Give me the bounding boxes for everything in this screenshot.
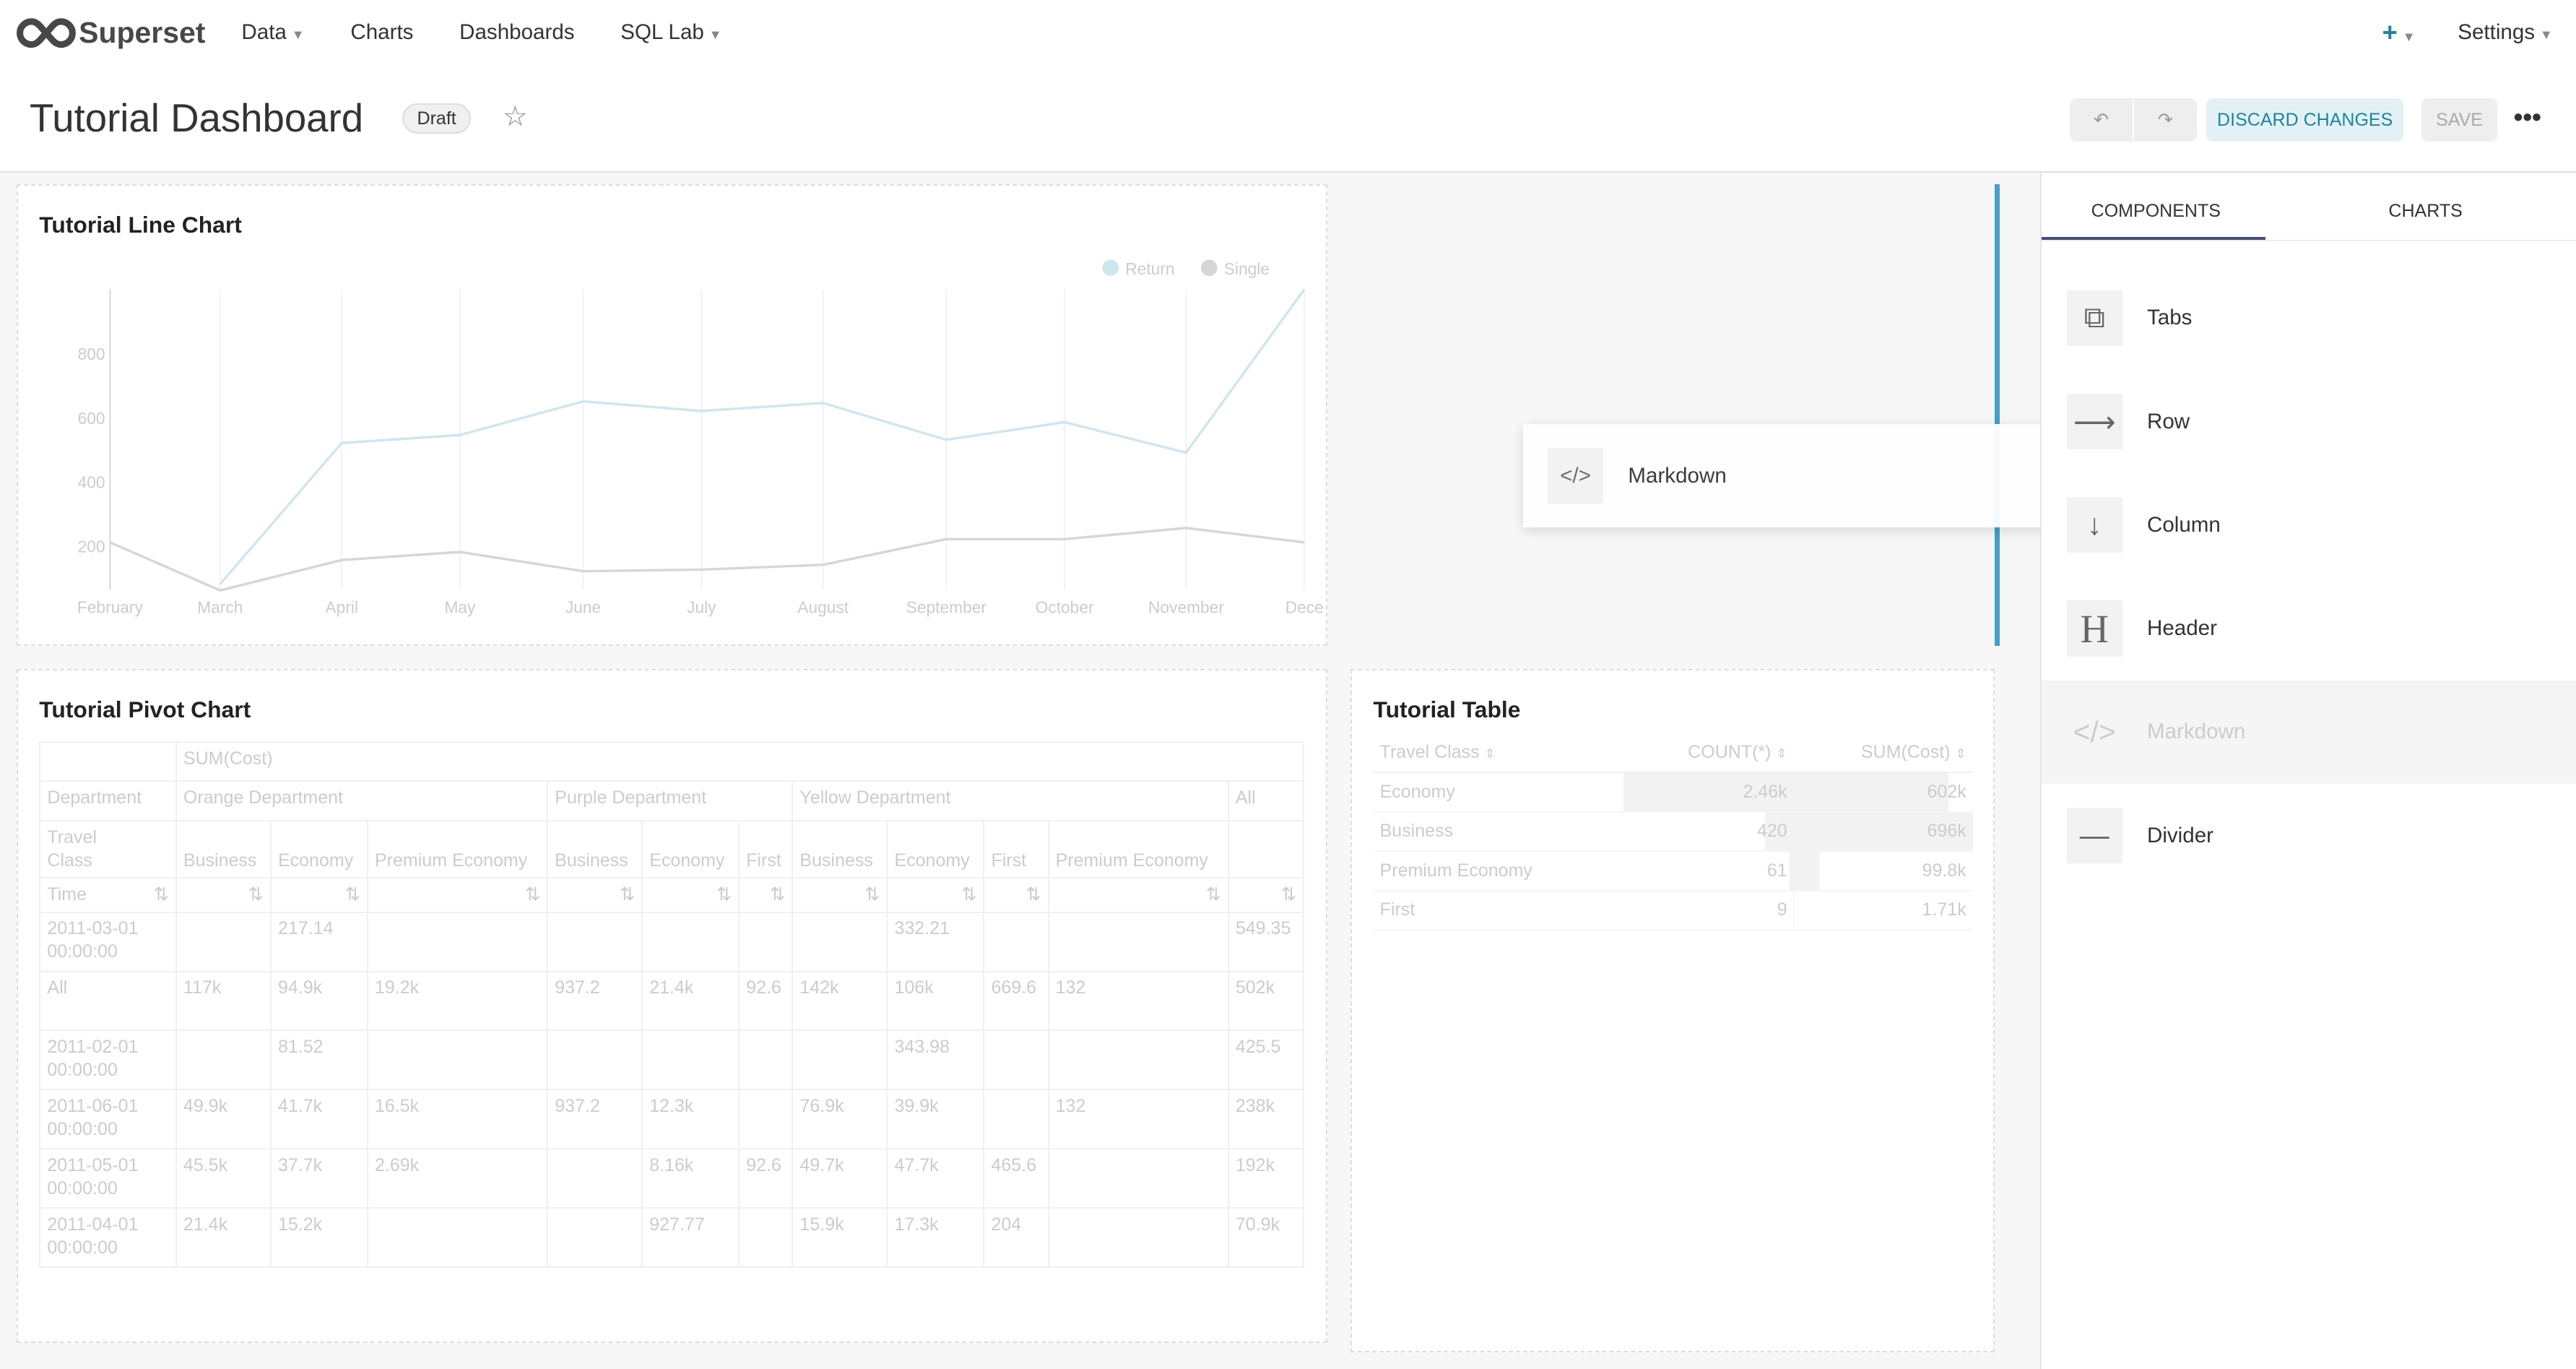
table-row: 2011-03-01 00:00:00 217.14 332.21 549.35 [39,911,1304,972]
series-line-single [109,526,1305,592]
legend-label: Single [1224,259,1270,278]
x-tick-label: August [797,597,849,616]
undo-button[interactable]: ↶ [2070,98,2133,142]
table-row: 2011-05-01 00:00:00 45.5k 37.7k 2.69k 8.16k 9… [39,1148,1304,1209]
component-header[interactable]: H Header [2042,576,2576,680]
dashboard-header: Tutorial Dashboard Draft ☆ ↶ ↷ DISCARD C… [0,65,2576,173]
x-tick-label: October [1035,597,1093,616]
x-tick-label: March [197,597,243,616]
line-chart-card[interactable]: Tutorial Line Chart February March April Ma… [16,183,1328,647]
y-tick-label: 200 [77,537,105,556]
x-tick-label: June [565,597,601,616]
star-icon[interactable]: ☆ [503,100,528,132]
discard-changes-button[interactable]: DISCARD CHANGES [2206,98,2404,142]
component-divider[interactable]: — Divider [2042,784,2576,887]
column-header[interactable]: COUNT(*) ⇕ [1688,741,1787,762]
line-chart: February March April May June July August Septe… [77,259,1324,617]
sort-icon[interactable]: ⇅ [1227,877,1304,913]
nav-charts[interactable]: Charts [350,20,414,45]
status-badge[interactable]: Draft [402,103,471,134]
x-tick-label: Dece [1285,597,1323,616]
divider-icon: — [2066,808,2122,864]
y-tick-label: 600 [77,409,105,428]
table-row: Premium Economy 61 99.8k [1373,851,1973,891]
legend-label: Return [1125,259,1174,278]
table-row: 2011-04-01 00:00:00 21.4k 15.2k 927.77 15.9k… [39,1207,1304,1268]
sort-icon[interactable]: ⇅ [983,877,1049,913]
drop-indicator [1994,183,2000,647]
chart-title: Tutorial Line Chart [39,212,242,238]
component-row[interactable]: ⟶ Row [2042,370,2576,473]
metric-header: SUM(Cost) [175,740,1304,782]
y-tick-label: 800 [77,345,105,363]
sort-icon[interactable]: ⇅ [1047,877,1229,913]
code-icon: </> [2066,704,2122,761]
column-header[interactable]: Travel Class ⇕ [1379,741,1496,762]
component-markdown[interactable]: </> Markdown [2042,680,2576,785]
sort-icon[interactable]: ⇅ [886,877,985,913]
save-button[interactable]: SAVE [2421,98,2497,142]
code-icon: </> [1547,447,1604,504]
table-row: 2011-02-01 00:00:00 81.52 343.98 425.5 [39,1029,1304,1091]
superset-logo[interactable]: Superset [16,15,206,50]
settings-menu[interactable]: Settings ▼ [2458,20,2553,45]
builder-sidebar: COMPONENTS CHARTS ⧉ Tabs ⟶ Row ↓ Column H Heade… [2040,172,2576,1369]
column-header[interactable]: SUM(Cost) ⇕ [1860,741,1966,762]
component-tabs[interactable]: ⧉ Tabs [2042,267,2576,370]
top-nav: Superset Data ▼ Charts Dashboards SQL Lab… [0,0,2576,66]
page-title[interactable]: Tutorial Dashboard [29,95,364,140]
x-tick-label: April [325,597,357,616]
component-column[interactable]: ↓ Column [2042,473,2576,576]
pivot-table: SUM(Cost) Department Orange Department Purp… [39,740,1304,1268]
table-row: Business 420 696k [1373,811,1973,852]
tabs-icon: ⧉ [2066,290,2122,346]
data-table: Travel Class ⇕ COUNT(*) ⇕ SUM(Cost) ⇕ Econo… [1373,733,1973,930]
sort-icon[interactable]: ⇅ [547,877,643,913]
chart-title: Tutorial Table [1373,696,1521,723]
sort-icon[interactable]: ⇅ [366,877,549,913]
nav-sql-lab[interactable]: SQL Lab ▼ [620,20,722,45]
tab-components[interactable]: COMPONENTS [2091,200,2221,221]
tab-charts[interactable]: CHARTS [2388,200,2463,221]
x-tick-label: May [444,597,476,616]
sort-icon[interactable]: ⇅ [792,877,888,913]
legend-marker [1200,259,1218,276]
pivot-corner [39,740,177,782]
legend-marker [1102,259,1119,276]
x-tick-label: November [1148,597,1224,616]
infinity-logo-icon [16,18,76,48]
arrow-down-icon: ↓ [2066,497,2122,553]
table-row: 2011-06-01 00:00:00 49.9k 41.7k 16.5k 937.2 1… [39,1089,1304,1150]
sort-icon[interactable]: ⇅ [738,877,794,913]
nav-dashboards[interactable]: Dashboards [459,20,575,45]
table-card[interactable]: Tutorial Table Travel Class ⇕ COUNT(*) ⇕ S… [1350,668,1995,1353]
sort-icon[interactable]: ⇅ [175,877,272,913]
y-tick-label: 400 [77,472,105,491]
x-tick-label: September [906,597,986,616]
sort-icon[interactable]: ⇅ [641,877,740,913]
table-row: Economy 2.46k 602k [1373,772,1973,812]
dragging-markdown-component[interactable]: </> Markdown [1522,423,2062,528]
sort-icon[interactable]: ⇅ [269,877,368,913]
series-line-return [219,288,1306,585]
nav-data[interactable]: Data ▼ [241,20,305,45]
header-icon: H [2066,600,2122,657]
brand-name: Superset [79,15,206,49]
more-options-icon[interactable]: ••• [2513,102,2541,132]
pivot-chart-card[interactable]: Tutorial Pivot Chart SUM(Cost) Department… [16,668,1328,1343]
redo-button[interactable]: ↷ [2134,98,2197,142]
arrow-right-icon: ⟶ [2066,393,2122,450]
undo-icon: ↶ [2094,110,2109,131]
table-row: First 9 1.71k [1373,890,1973,930]
table-row: All 117k 94.9k 19.2k 937.2 21.4k 92.6 142k 106k 6… [39,970,1304,1032]
x-tick-label: July [687,597,716,616]
chart-title: Tutorial Pivot Chart [39,696,251,723]
active-tab-indicator [2042,236,2265,241]
redo-icon: ↷ [2157,110,2173,131]
x-tick-label: February [77,597,144,616]
plus-icon[interactable]: + ▼ [2382,17,2416,48]
